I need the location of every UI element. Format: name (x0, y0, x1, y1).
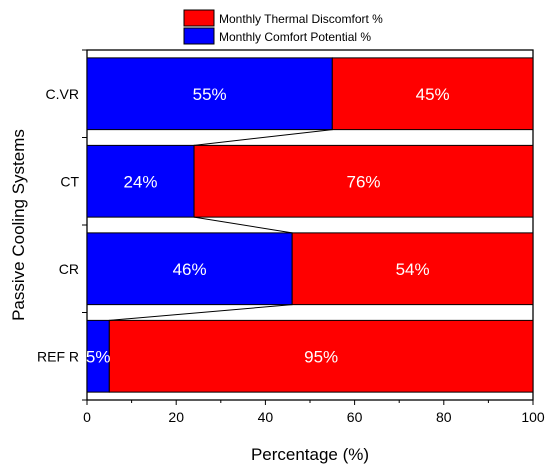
x-tick-label-0: 0 (83, 409, 91, 425)
bar-c-vr-discomfort (331, 57, 534, 131)
y-tick-label-ct: CT (60, 173, 79, 189)
y-tick-label-ref-r: REF R (37, 348, 79, 364)
bar-label-ct-comfort: 24% (124, 172, 158, 191)
x-tick-label-20: 20 (168, 409, 184, 425)
bar-c-vr-comfort (86, 57, 333, 131)
bar-label-c-vr-comfort: 55% (193, 85, 227, 104)
legend-label-comfort: Monthly Comfort Potential % (219, 30, 371, 44)
connector-line (109, 304, 293, 321)
bar-label-c-vr-discomfort: 45% (416, 85, 450, 104)
connector-line (193, 129, 333, 146)
x-tick-label-100: 100 (521, 409, 545, 425)
y-axis-title: Passive Cooling Systems (9, 129, 28, 321)
bar-label-cr-discomfort: 54% (396, 260, 430, 279)
legend-label-discomfort: Monthly Thermal Discomfort % (219, 12, 383, 26)
bar-ref-r-discomfort (108, 319, 534, 393)
bar-ct-discomfort (193, 144, 534, 218)
connector-line (193, 216, 293, 234)
bar-label-cr-comfort: 46% (173, 260, 207, 279)
bar-label-ref-r-discomfort: 95% (304, 347, 338, 366)
x-tick-label-40: 40 (258, 409, 274, 425)
bars-group (86, 57, 534, 393)
bar-cr-discomfort (291, 232, 534, 306)
bar-labels-group: 55% 45% 24% 76% 46% 54% 5% 95% (86, 85, 450, 367)
y-tick-label-c-vr: C.VR (46, 86, 79, 102)
legend: Monthly Thermal Discomfort % Monthly Com… (183, 9, 383, 45)
x-tick-label-60: 60 (347, 409, 363, 425)
x-axis: 0 20 40 60 80 100 (83, 400, 545, 425)
bar-label-ct-discomfort: 76% (347, 172, 381, 191)
bar-label-ref-r-comfort: 5% (86, 347, 111, 366)
legend-swatch-discomfort (183, 9, 215, 27)
legend-swatch-comfort (183, 27, 215, 45)
x-tick-label-80: 80 (436, 409, 452, 425)
y-axis: C.VR CT CR REF R (37, 49, 87, 401)
bar-cr-comfort (86, 232, 293, 306)
y-tick-label-cr: CR (59, 261, 79, 277)
x-axis-title: Percentage (%) (251, 445, 369, 464)
connector-lines (109, 129, 333, 321)
